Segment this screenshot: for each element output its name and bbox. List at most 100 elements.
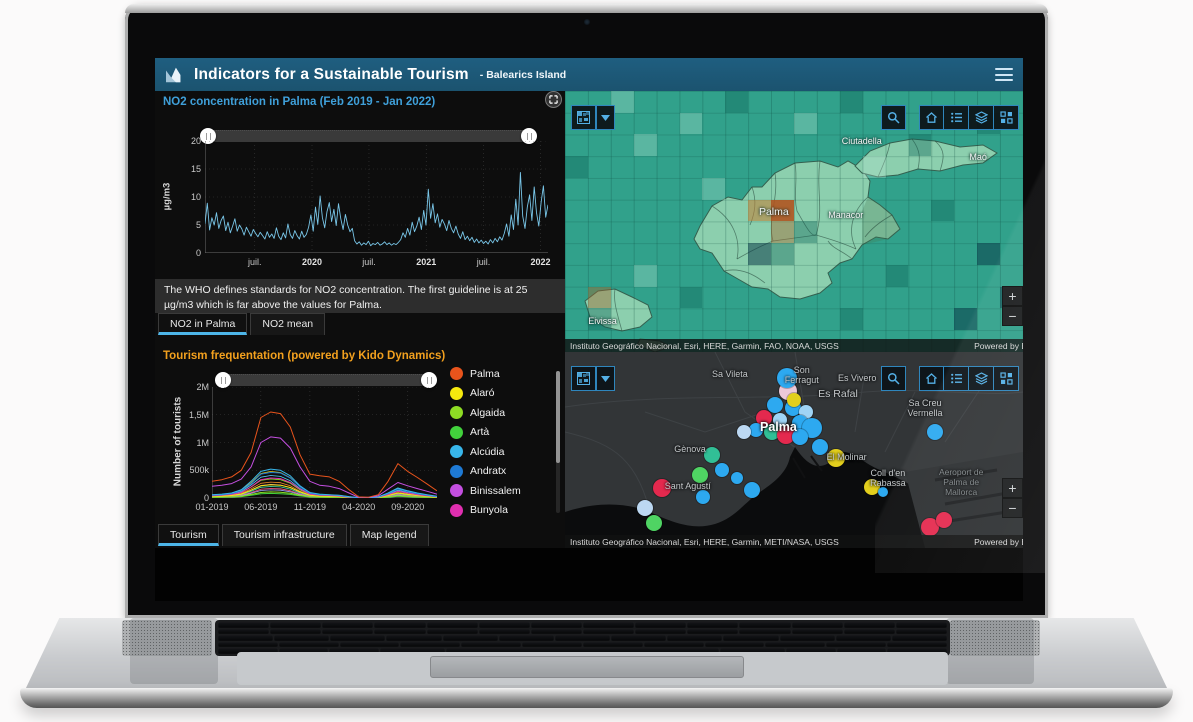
map-marker[interactable]	[863, 479, 880, 496]
legend-list-icon[interactable]	[944, 105, 969, 130]
zoom-out-button[interactable]: −	[1002, 306, 1023, 326]
map-marker[interactable]	[812, 439, 829, 456]
map-marker[interactable]	[764, 423, 781, 440]
tab-no2-mean[interactable]: NO2 mean	[250, 313, 326, 335]
laptop-key	[426, 622, 478, 628]
map-marker[interactable]	[877, 486, 888, 497]
map-marker[interactable]	[715, 462, 730, 477]
app-logo-icon	[166, 67, 181, 82]
map-marker[interactable]	[748, 423, 763, 437]
map-marker[interactable]	[921, 518, 940, 537]
legend-scrollbar[interactable]	[556, 371, 560, 513]
map-marker[interactable]	[637, 500, 654, 517]
legend-label: Bunyola	[470, 504, 508, 516]
powered-by-text: Powered by E	[974, 340, 1023, 351]
map-marker[interactable]	[695, 490, 710, 505]
map-marker[interactable]	[927, 423, 944, 440]
map-marker[interactable]	[777, 425, 796, 444]
basemap-icon[interactable]	[571, 366, 596, 391]
map-marker[interactable]	[936, 511, 953, 528]
basemap-icon[interactable]	[571, 105, 596, 130]
legend-item[interactable]: Artà	[450, 425, 552, 439]
map-marker[interactable]	[737, 424, 752, 439]
x-tick-label: 09-2020	[391, 502, 425, 512]
slider-handle-right[interactable]	[521, 128, 537, 144]
menu-icon[interactable]	[995, 68, 1013, 81]
laptop-key	[836, 648, 887, 654]
x-tick-label: 04-2020	[342, 502, 376, 512]
y-tick-label: 5	[195, 220, 201, 230]
legend-list-icon[interactable]	[944, 366, 969, 391]
zoom-control: + −	[1002, 478, 1023, 518]
no2-panel: NO2 concentration in Palma (Feb 2019 - J…	[155, 91, 565, 347]
laptop-key	[582, 628, 635, 635]
balearics-map[interactable]: Ciutadella Maó Palma Manacor Eivissa	[565, 91, 1023, 352]
map-marker[interactable]	[653, 479, 672, 498]
map-marker[interactable]	[692, 467, 709, 484]
layers-icon[interactable]	[969, 366, 994, 391]
slider-track[interactable]	[217, 374, 435, 386]
map-marker[interactable]	[743, 481, 760, 498]
map-marker[interactable]	[767, 396, 784, 413]
legend-item[interactable]: Alaró	[450, 386, 552, 400]
legend-item[interactable]: Andratx	[450, 464, 552, 478]
search-icon[interactable]	[881, 366, 906, 391]
map-marker[interactable]	[777, 368, 798, 389]
laptop-bottom-edge	[20, 688, 1173, 708]
basemap-gallery-icon[interactable]	[994, 366, 1019, 391]
laptop-key	[278, 648, 329, 654]
heat-cell	[771, 221, 794, 244]
no2-time-slider[interactable]	[200, 128, 537, 144]
tab-tourism[interactable]: Tourism	[158, 524, 219, 546]
legend-item[interactable]: Palma	[450, 367, 552, 380]
expand-icon[interactable]	[545, 91, 562, 108]
tab-map-legend[interactable]: Map legend	[349, 524, 429, 546]
legend-scrollbar-thumb[interactable]	[556, 371, 560, 463]
home-icon[interactable]	[919, 366, 944, 391]
search-icon[interactable]	[881, 105, 906, 130]
page-subtitle: - Balearics Island	[479, 68, 567, 81]
map-marker[interactable]	[645, 514, 662, 531]
palma-map[interactable]: Sa Vileta Son Ferragut Es Vivero Es Rafal Sa…	[565, 352, 1023, 548]
slider-handle-left[interactable]	[215, 372, 231, 388]
legend-color-dot	[450, 406, 463, 419]
map-marker[interactable]	[755, 410, 772, 427]
laptop-key	[274, 635, 330, 641]
layers-icon[interactable]	[969, 105, 994, 130]
zoom-out-button[interactable]: −	[1002, 498, 1023, 518]
tourism-time-slider[interactable]	[215, 372, 437, 388]
map-marker[interactable]	[827, 449, 846, 468]
y-tick-label: 10	[190, 192, 201, 202]
tab-no2-in-palma[interactable]: NO2 in Palma	[158, 313, 248, 335]
zoom-in-button[interactable]: +	[1002, 286, 1023, 306]
legend-label: Alaró	[470, 387, 495, 399]
laptop-key	[739, 628, 791, 635]
tab-tourism-infrastructure[interactable]: Tourism infrastructure	[221, 524, 347, 546]
map-marker[interactable]	[791, 429, 808, 446]
attribution-text: Instituto Geográfico Nacional, Esri, HER…	[570, 536, 839, 547]
legend-color-dot	[450, 503, 463, 517]
basemap-dropdown-caret-icon[interactable]	[596, 366, 615, 391]
map-marker[interactable]	[772, 413, 787, 427]
slider-handle-left[interactable]	[200, 128, 216, 144]
zoom-in-button[interactable]: +	[1002, 478, 1023, 498]
laptop-key	[667, 635, 723, 641]
trackpad	[430, 656, 744, 678]
map-marker[interactable]	[731, 472, 744, 485]
legend-item[interactable]: Bunyola	[450, 503, 552, 517]
speaker-grille-right	[950, 620, 1040, 656]
laptop-key	[704, 641, 765, 648]
zoom-control: + −	[1002, 286, 1023, 326]
no2-chart	[205, 141, 548, 253]
legend-item[interactable]: Binissalem	[450, 484, 552, 497]
basemap-gallery-icon[interactable]	[994, 105, 1019, 130]
laptop-key	[330, 635, 386, 641]
slider-handle-right[interactable]	[421, 372, 437, 388]
map-marker[interactable]	[704, 447, 721, 464]
basemap-dropdown-caret-icon[interactable]	[596, 105, 615, 130]
map-marker[interactable]	[787, 393, 801, 408]
legend-item[interactable]: Alcúdia	[450, 445, 552, 458]
legend-item[interactable]: Algaida	[450, 406, 552, 419]
home-icon[interactable]	[919, 105, 944, 130]
slider-track[interactable]	[202, 130, 535, 142]
